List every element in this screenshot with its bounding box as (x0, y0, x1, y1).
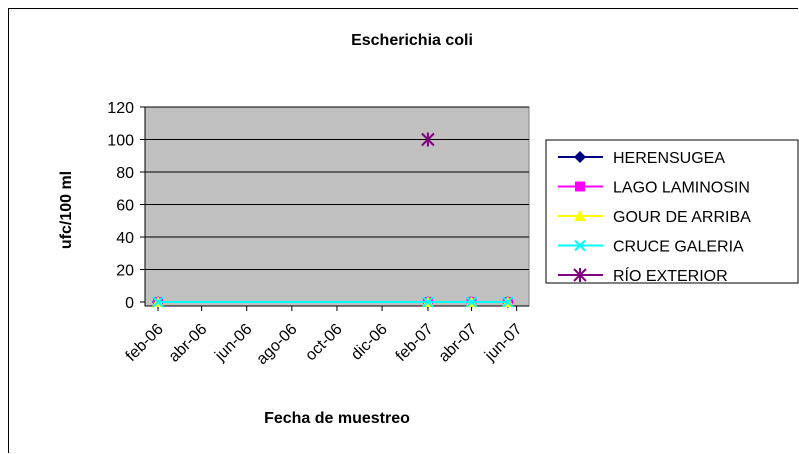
data-point (502, 296, 514, 308)
y-tick-label: 120 (107, 100, 134, 117)
legend-item: GOUR DE ARRIBA (558, 209, 751, 226)
data-point (421, 132, 435, 147)
data-point (152, 296, 164, 308)
legend-label: HERENSUGEA (613, 150, 725, 167)
x-tick-label: jun-06 (211, 321, 255, 365)
series-group (152, 132, 514, 308)
x-tick-label: feb-07 (393, 321, 437, 365)
legend-label: CRUCE GALERIA (613, 239, 744, 256)
legend-marker (574, 210, 586, 221)
legend-box (545, 139, 799, 284)
legend-item: CRUCE GALERIA (558, 239, 744, 256)
legend-item: LAGO LAMINOSIN (558, 180, 750, 197)
legend: HERENSUGEA LAGO LAMINOSIN GOUR DE ARRIBA CR… (558, 150, 751, 285)
x-tick-label: oct-06 (302, 321, 346, 365)
data-point (465, 296, 478, 308)
y-axis-title: ufc/100 ml (58, 171, 75, 249)
legend-marker (574, 151, 586, 163)
plot-area (144, 106, 530, 307)
legend-item: RÍO EXTERIOR (558, 266, 728, 285)
x-tick-label: jun-07 (481, 321, 525, 365)
x-tick-label: feb-06 (123, 321, 167, 365)
x-tick-label: abr-06 (166, 321, 211, 366)
legend-label: RÍO EXTERIOR (613, 266, 728, 285)
series-4 (421, 132, 435, 147)
y-tick-label: 60 (116, 198, 134, 215)
gridlines (145, 106, 529, 270)
chart-title: Escherichia coli (351, 32, 473, 49)
legend-item: HERENSUGEA (558, 150, 725, 167)
series-3 (152, 296, 514, 308)
legend-label: GOUR DE ARRIBA (613, 209, 751, 226)
legend-marker (574, 239, 586, 252)
y-tick-label: 80 (116, 165, 134, 182)
y-tick-label: 100 (107, 133, 134, 150)
data-point (422, 296, 434, 308)
y-tick-label: 20 (116, 263, 134, 280)
y-tick-label: 40 (116, 230, 134, 247)
legend-marker (573, 268, 587, 282)
y-tick-label: 0 (125, 295, 134, 312)
chart-frame (8, 8, 798, 453)
x-tick-label: abr-07 (436, 321, 481, 366)
x-tick-label: ago-06 (253, 321, 300, 368)
x-axis-title: Fecha de muestreo (264, 410, 410, 427)
legend-marker (575, 181, 585, 192)
y-tick-labels: 0 20 40 60 80 100 120 (107, 100, 134, 312)
x-tick-label: dic-06 (348, 321, 391, 364)
legend-label: LAGO LAMINOSIN (613, 180, 750, 197)
